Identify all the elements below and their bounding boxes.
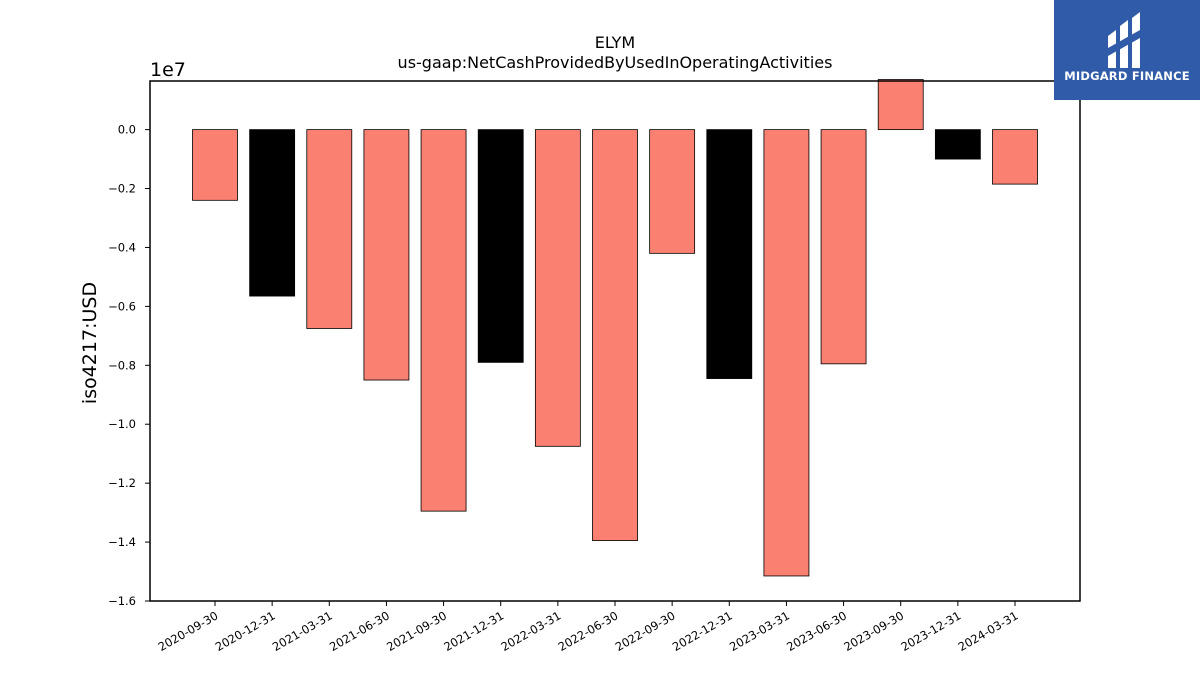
bar-2022-12-31: [706, 129, 753, 379]
chart-title: ELYM: [595, 33, 635, 52]
y-tick-label: −0.4: [108, 240, 136, 254]
y-scale-label: 1e7: [150, 59, 186, 81]
y-tick-label: −0.6: [108, 299, 136, 313]
x-tick-label: 2023-12-31: [898, 608, 963, 654]
bars-group: [192, 79, 1038, 577]
bar-2023-06-30: [820, 129, 867, 365]
y-tick-label: −1.2: [108, 476, 136, 490]
x-tick-label: 2021-03-31: [270, 608, 335, 654]
y-axis-label: iso4217:USD: [79, 282, 101, 404]
bar-2020-09-30: [192, 129, 238, 201]
bar-2023-09-30: [877, 79, 924, 131]
y-tick-label: −0.2: [108, 182, 136, 196]
x-tick-label: 2022-09-30: [613, 608, 678, 654]
bar-2022-09-30: [649, 129, 696, 254]
bar-2022-06-30: [592, 129, 638, 542]
bar-2022-03-31: [534, 129, 581, 447]
y-tick-label: −1.0: [108, 417, 136, 431]
bar-2023-12-31: [934, 129, 981, 160]
x-tick-label: 2023-06-30: [784, 608, 849, 654]
x-tick-label: 2023-09-30: [841, 608, 906, 654]
bar-2020-12-31: [249, 129, 296, 297]
plot-frame: [149, 80, 1081, 602]
bar-2021-06-30: [363, 129, 410, 381]
midgard-logo-icon: [1108, 12, 1140, 68]
y-tick-label: −1.6: [108, 594, 136, 608]
y-tick-label: −0.8: [108, 358, 136, 372]
x-tick-label: 2021-09-30: [384, 608, 449, 654]
bar-2021-12-31: [477, 129, 524, 363]
x-tick-label: 2020-12-31: [213, 608, 278, 654]
x-tick-label: 2021-12-31: [441, 608, 506, 654]
bar-2021-09-30: [420, 129, 467, 512]
y-ticks-group: 0.0 −0.2 −0.4 −0.6 −0.8 −1.0 −1.2 −1.4 −1.6: [108, 123, 150, 608]
x-ticks-group: 2020-09-302020-12-312021-03-312021-06-30…: [156, 601, 1021, 654]
x-tick-label: 2022-03-31: [498, 608, 563, 654]
brand-logo: MIDGARD FINANCE: [1054, 0, 1200, 100]
y-tick-label: 0.0: [118, 123, 136, 137]
x-tick-label: 2020-09-30: [156, 608, 221, 654]
x-tick-label: 2022-12-31: [670, 608, 735, 654]
bar-2023-03-31: [763, 129, 810, 577]
x-tick-label: 2021-06-30: [327, 608, 392, 654]
x-tick-label: 2023-03-31: [727, 608, 792, 654]
x-tick-label: 2022-06-30: [556, 608, 621, 654]
chart-subtitle: us-gaap:NetCashProvidedByUsedInOperating…: [398, 53, 833, 72]
bar-2024-03-31: [992, 129, 1038, 185]
y-tick-label: −1.4: [108, 535, 136, 549]
brand-name: MIDGARD FINANCE: [1064, 69, 1190, 83]
x-tick-label: 2024-03-31: [956, 608, 1021, 654]
bar-2021-03-31: [306, 129, 353, 329]
